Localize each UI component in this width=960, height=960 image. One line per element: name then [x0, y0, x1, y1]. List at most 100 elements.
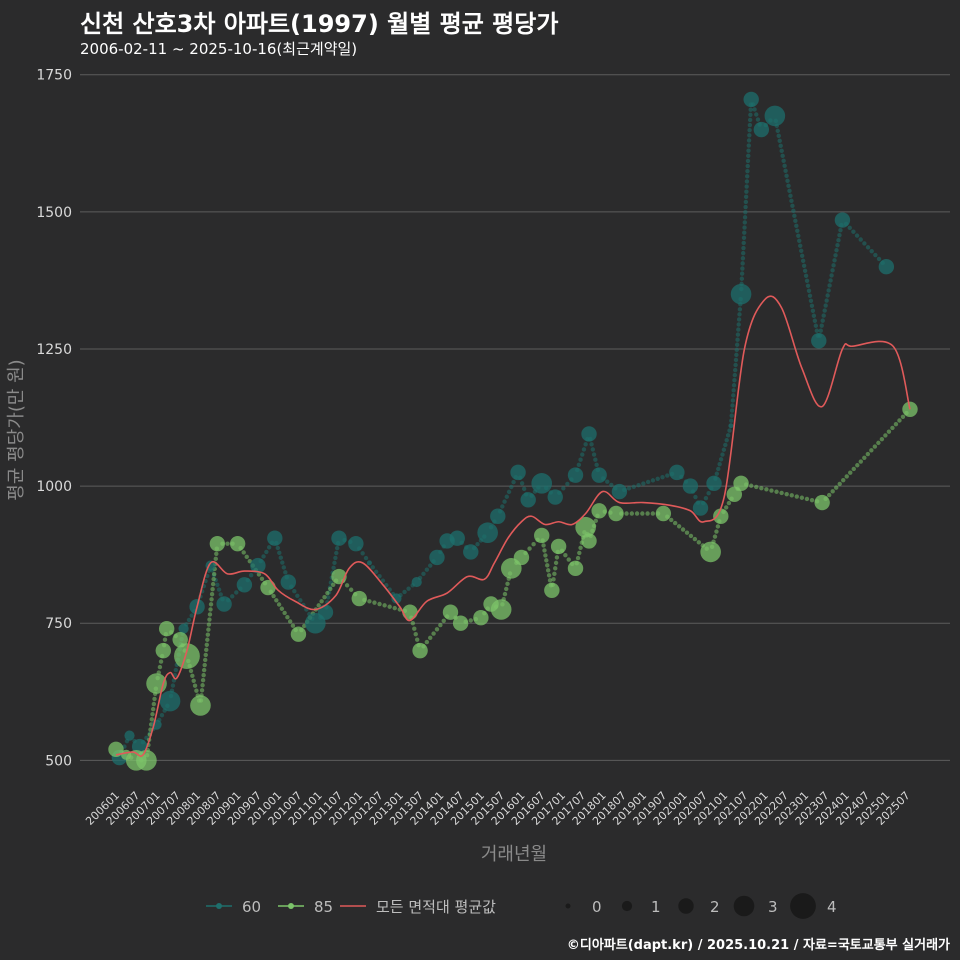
- series-85-trail-dot: [204, 647, 209, 653]
- series-60-trail-dot: [266, 545, 272, 550]
- series-60-point: [581, 426, 597, 442]
- series-85-trail-dot: [151, 701, 157, 707]
- size-legend-circle: [565, 903, 571, 909]
- y-tick-label: 1750: [36, 68, 72, 84]
- series-60-point: [531, 473, 553, 494]
- series-60-trail-dot: [741, 235, 747, 240]
- series-60-trail-dot: [734, 342, 740, 347]
- series-60-trail-dot: [334, 550, 339, 556]
- series-85-point: [155, 642, 172, 659]
- series-85-trail-dot: [206, 622, 212, 627]
- series-85-trail-dot: [208, 602, 214, 607]
- size-legend-item: 0: [565, 898, 602, 916]
- series-85-trail-dot: [545, 563, 550, 568]
- series-85-trail-dot: [577, 550, 582, 556]
- series-60-trail-dot: [730, 398, 736, 403]
- series-60-trail-dot: [740, 266, 745, 271]
- series-85-trail-dot: [431, 631, 436, 636]
- series-85-trail-dot: [207, 612, 213, 617]
- series-60-trail-dot: [591, 452, 597, 457]
- series-85-trail-dot: [553, 560, 559, 566]
- size-legend-label: 3: [768, 898, 778, 916]
- series-60-trail-dot: [189, 613, 194, 618]
- series-85-trail-dot: [149, 717, 155, 722]
- series-60-trail-dot: [777, 138, 782, 144]
- series-85-trail-dot: [794, 494, 800, 499]
- series-60-trail-dot: [804, 278, 810, 283]
- series-85-trail-dot: [276, 602, 282, 607]
- series-60-point: [753, 121, 770, 138]
- series-85-trail-dot: [438, 622, 443, 628]
- y-tick-label: 1000: [36, 479, 72, 495]
- series-60-point: [764, 105, 786, 127]
- series-85-trail-dot: [543, 553, 548, 558]
- series-60-trail-dot: [824, 298, 829, 303]
- series-60-point: [250, 557, 266, 574]
- series-85-trail-dot: [157, 664, 163, 670]
- series-60-trail-dot: [829, 273, 834, 278]
- series-85-trail-dot: [412, 626, 417, 631]
- series-60-trail-dot: [835, 243, 840, 248]
- series-85-trail-dot: [714, 529, 719, 534]
- series-60-trail-dot: [735, 332, 741, 337]
- series-85-trail-dot: [547, 578, 553, 583]
- legend: 60 85 모든 면적대 평균값 0 1 2 3 4: [206, 893, 837, 919]
- series-60-trail-dot: [506, 489, 512, 495]
- series-60-trail-dot: [714, 471, 720, 476]
- series-85-trail-dot: [202, 662, 207, 668]
- series-60-trail-dot: [731, 383, 737, 388]
- series-85-point: [290, 626, 307, 642]
- series-85-trail-dot: [244, 554, 249, 560]
- series-60-point: [391, 593, 402, 604]
- series-85-trail-dot: [552, 571, 557, 577]
- series-60-point: [743, 91, 759, 108]
- series-60-point: [611, 483, 628, 500]
- series-85-point: [158, 620, 175, 637]
- series-60-trail-dot: [847, 225, 852, 231]
- series-60-trail-dot: [406, 586, 411, 591]
- series-85-trail-dot: [784, 491, 789, 497]
- series-85-point: [473, 610, 489, 626]
- series-85-point: [351, 590, 367, 607]
- series-85-trail-dot: [684, 530, 690, 535]
- series-60-trail-dot: [743, 209, 748, 215]
- series-85-trail-dot: [344, 583, 350, 588]
- series-85-trail-dot: [774, 489, 779, 494]
- series-60-point: [429, 549, 445, 566]
- series-60-point: [331, 530, 347, 546]
- series-85-point: [174, 643, 200, 670]
- series-60-trail-dot: [723, 442, 728, 448]
- series-60-trail-dot: [834, 248, 839, 253]
- series-85-trail-dot: [624, 511, 629, 516]
- series-85-trail-dot: [322, 594, 327, 600]
- chart-subtitle: 2006-02-11 ~ 2025-10-16(최근계약일): [80, 40, 358, 58]
- series-85-trail-dot: [208, 607, 213, 612]
- series-85-trail-dot: [209, 597, 214, 602]
- series-60-point: [567, 467, 584, 483]
- series-60-trail-dot: [797, 238, 802, 244]
- series-85-point: [229, 535, 246, 552]
- series-85-trail-dot: [201, 667, 207, 673]
- series-60-trail-dot: [806, 288, 812, 293]
- series-85-trail-dot: [676, 524, 682, 529]
- series-85-trail-dot: [214, 551, 219, 556]
- series-60-trail-dot: [732, 372, 738, 378]
- series-85-trail-dot: [211, 571, 217, 577]
- series-60-trail-dot: [747, 117, 753, 123]
- y-axis-title: 평균 평당가(만 원): [6, 359, 27, 500]
- series-60-trail-dot: [809, 303, 815, 308]
- series-60-trail-dot: [402, 589, 407, 595]
- series-60-trail-dot: [808, 298, 814, 303]
- series-60-trail-dot: [521, 486, 527, 492]
- series-85-trail-dot: [204, 642, 210, 647]
- series-85-trail-dot: [325, 590, 330, 596]
- series-60-trail-dot: [734, 352, 739, 358]
- series-85-trail-dot: [504, 586, 509, 592]
- series-60-point: [520, 492, 536, 508]
- series-85-trail-dot: [645, 511, 650, 516]
- series-85-point: [550, 538, 567, 555]
- source-caption: ©디아파트(dapt.kr) / 2025.10.21 / 자료=국토교통부 실…: [566, 938, 950, 953]
- size-legend-circle: [678, 898, 694, 914]
- series-60-trail-dot: [793, 218, 798, 224]
- series-60-trail-dot: [737, 307, 743, 312]
